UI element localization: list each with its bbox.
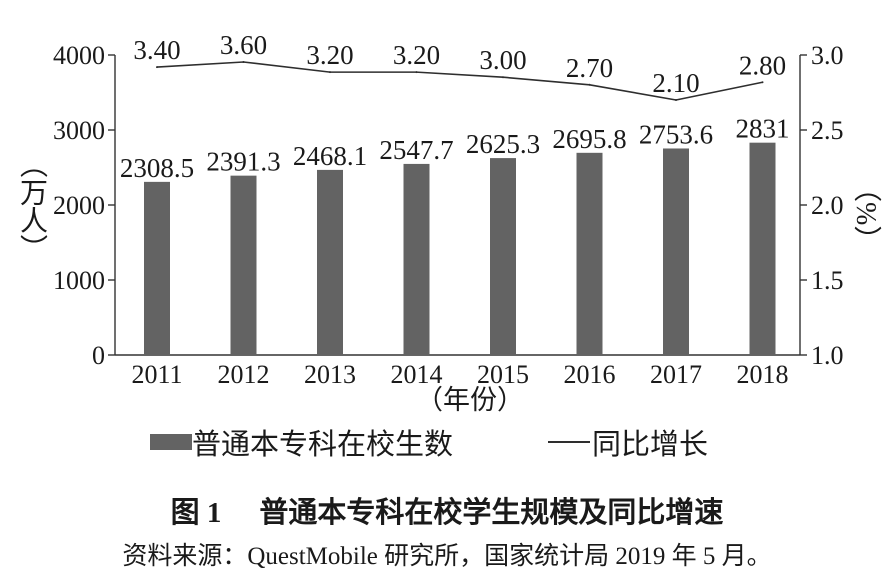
growth-point-2015 xyxy=(502,76,504,79)
y2-tick-label: 1.0 xyxy=(811,341,844,370)
y-tick-label: 2000 xyxy=(53,191,105,220)
bar-value-label-2013: 2468.1 xyxy=(293,141,367,171)
x-tick-label-2011: 2011 xyxy=(131,360,182,389)
legend-line-swatch xyxy=(548,441,590,443)
bar-value-label-2018: 2831 xyxy=(736,114,790,144)
x-axis-title: （年份） xyxy=(416,385,524,415)
figure-number: 图 1 xyxy=(170,497,222,529)
bar-series xyxy=(144,142,776,355)
growth-value-label-2017: 2.10 xyxy=(652,68,699,98)
y2-tick-label: 2.5 xyxy=(811,116,844,145)
growth-value-label-2015: 3.00 xyxy=(479,45,526,75)
x-tick-label-2017: 2017 xyxy=(650,360,702,389)
y-tick-label: 1000 xyxy=(53,266,105,295)
x-tick-label-2013: 2013 xyxy=(304,360,356,389)
y2-tick-label: 3.0 xyxy=(811,41,844,70)
bar-value-label-2011: 2308.5 xyxy=(120,153,194,183)
x-tick-label-2016: 2016 xyxy=(564,360,616,389)
bar-2015 xyxy=(490,158,516,355)
line-series xyxy=(156,61,764,101)
legend-item-enrollment: 普通本专科在校生数 xyxy=(150,424,454,461)
x-tick-label-2015: 2015 xyxy=(477,360,529,389)
source-note: 资料来源：QuestMobile 研究所，国家统计局 2019 年 5 月。 xyxy=(122,543,772,570)
growth-point-2012 xyxy=(242,61,245,63)
x-tick-label-2018: 2018 xyxy=(737,360,789,389)
legend-label-enrollment: 普通本专科在校生数 xyxy=(192,429,454,461)
x-tick-label-2012: 2012 xyxy=(218,360,270,389)
y2-tick-label: 1.5 xyxy=(811,266,844,295)
growth-value-label-2011: 3.40 xyxy=(133,35,180,65)
legend-label-growth: 同比增长 xyxy=(592,429,709,461)
y-tick-label: 4000 xyxy=(53,41,105,70)
x-tick-label-2014: 2014 xyxy=(391,360,443,389)
legend-item-growth: 同比增长 xyxy=(548,424,709,461)
growth-value-label-2018: 2.80 xyxy=(739,50,786,80)
y-axis-ticks: 0 1000 2000 3000 4000 xyxy=(53,41,115,370)
figure-caption: 图 1 普通本专科在校学生规模及同比增速 xyxy=(0,495,894,531)
bar-2012 xyxy=(230,175,257,355)
growth-value-label-2012: 3.60 xyxy=(220,30,267,60)
bar-value-label-2016: 2695.8 xyxy=(552,124,626,154)
bar-line-chart: 2308.5 2391.3 2468.1 2547.7 2625.3 2695.8 2753… xyxy=(53,30,844,389)
y-tick-label: 0 xyxy=(92,341,105,370)
y2-axis-title: （%） xyxy=(850,174,881,254)
line-value-labels: 3.40 3.60 3.20 3.20 3.00 2.70 2.10 2.80 xyxy=(133,30,786,98)
growth-point-2016 xyxy=(588,83,591,86)
bar-2014 xyxy=(403,163,430,355)
bar-2017 xyxy=(663,148,689,355)
bar-2013 xyxy=(317,169,343,355)
growth-value-label-2013: 3.20 xyxy=(306,40,353,70)
bar-2011 xyxy=(144,181,170,355)
growth-point-2018 xyxy=(761,81,764,84)
growth-point-2017 xyxy=(675,99,677,101)
y-tick-label: 3000 xyxy=(53,116,105,145)
y2-axis-ticks: 1.0 1.5 2.0 2.5 3.0 xyxy=(800,41,844,370)
growth-point-2014 xyxy=(415,71,418,74)
chart-axes xyxy=(114,55,801,356)
figure-title: 普通本专科在校学生规模及同比增速 xyxy=(259,497,724,529)
bar-value-label-2017: 2753.6 xyxy=(639,119,713,149)
growth-value-label-2014: 3.20 xyxy=(393,40,440,70)
y2-tick-label: 2.0 xyxy=(811,191,844,220)
bar-value-label-2014: 2547.7 xyxy=(379,135,453,165)
bar-2018 xyxy=(749,142,776,355)
bar-value-label-2012: 2391.3 xyxy=(206,147,280,177)
x-axis-ticks: 2011 2012 2013 2014 2015 2016 2017 2018 xyxy=(131,360,788,389)
growth-point-2011 xyxy=(156,66,158,69)
growth-value-label-2016: 2.70 xyxy=(566,53,613,83)
y-axis-title: （万人） xyxy=(16,150,47,262)
bar-value-label-2015: 2625.3 xyxy=(466,129,540,159)
bar-2016 xyxy=(576,152,603,355)
legend-bar-swatch xyxy=(150,434,192,450)
bar-value-labels: 2308.5 2391.3 2468.1 2547.7 2625.3 2695.8 2753… xyxy=(120,114,790,183)
growth-point-2013 xyxy=(329,71,331,74)
growth-line xyxy=(156,61,763,101)
